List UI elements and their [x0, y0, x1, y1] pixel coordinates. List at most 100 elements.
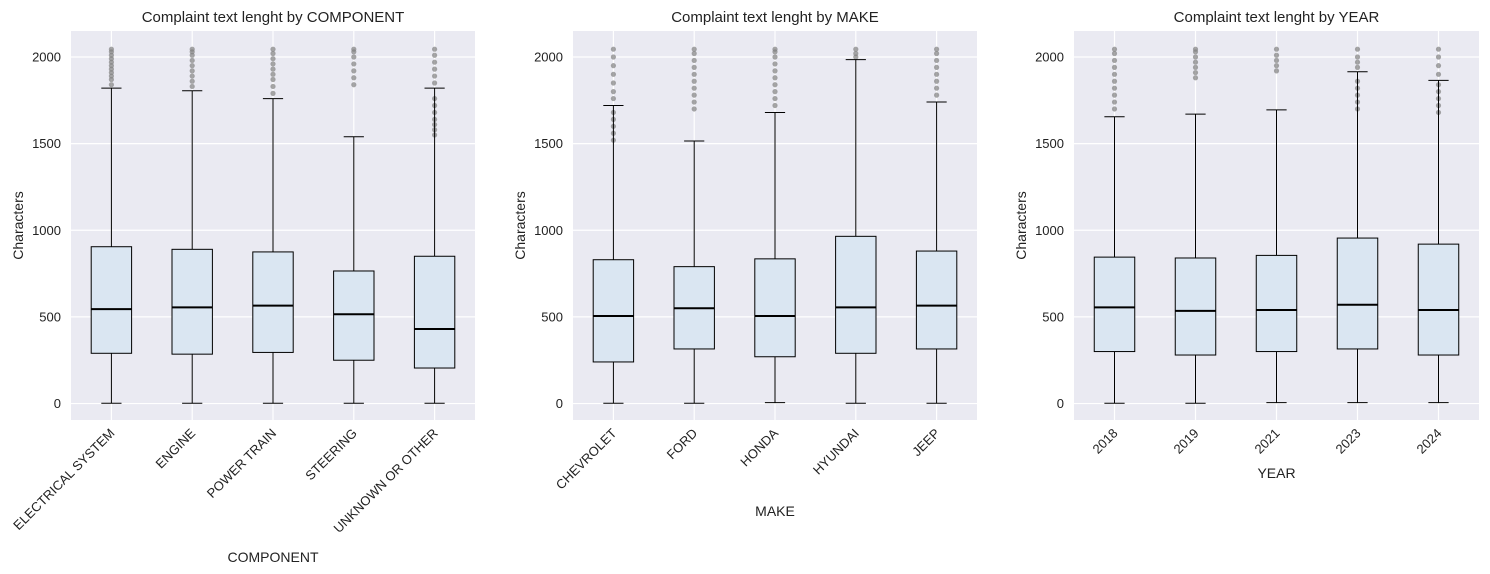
outlier-point	[691, 92, 697, 98]
iqr-box	[915, 250, 958, 350]
outlier-point	[772, 68, 778, 74]
outlier-point	[1192, 64, 1199, 70]
outlier-point	[1111, 57, 1118, 64]
box-unknown-or-other	[413, 46, 456, 404]
y-tick-label: 1000	[32, 223, 61, 238]
x-tick-label: POWER TRAIN	[204, 426, 279, 501]
box-jeep	[915, 46, 958, 404]
y-tick-label: 2000	[534, 49, 563, 64]
box-steering	[333, 46, 375, 404]
outlier-point	[853, 46, 859, 52]
outlier-point	[270, 56, 276, 62]
y-tick-label: 500	[1042, 309, 1064, 324]
outlier-point	[610, 95, 617, 102]
outlier-point	[691, 50, 697, 57]
outlier-point	[270, 61, 276, 67]
x-tick-label: 2018	[1090, 426, 1121, 457]
y-tick-label: 1500	[32, 136, 61, 151]
box-honda	[754, 46, 796, 404]
box-engine	[171, 46, 213, 404]
outlier-point	[351, 61, 357, 67]
x-tick-label: JEEP	[909, 426, 943, 460]
outlier-point	[1111, 50, 1118, 57]
outlier-point	[934, 50, 940, 57]
outlier-point	[691, 78, 697, 84]
iqr-box	[171, 248, 213, 355]
outlier-point	[1354, 46, 1361, 52]
outlier-point	[1273, 57, 1280, 64]
outlier-point	[1354, 54, 1361, 60]
outlier-point	[432, 73, 438, 79]
outlier-point	[1192, 59, 1199, 65]
outlier-point	[432, 80, 438, 86]
x-tick-label: 2019	[1171, 426, 1202, 457]
outlier-point	[1354, 64, 1361, 70]
outlier-point	[189, 68, 195, 74]
y-axis-label: Characters	[512, 191, 528, 259]
outlier-point	[772, 75, 778, 81]
iqr-box	[1093, 256, 1136, 353]
outlier-point	[691, 64, 697, 70]
outlier-point	[1111, 92, 1118, 98]
outlier-point	[1192, 54, 1199, 60]
outlier-point	[772, 54, 778, 60]
outlier-point	[853, 50, 859, 57]
y-tick-label: 500	[541, 309, 563, 324]
chart-title: Complaint text lenght by MAKE	[671, 9, 879, 26]
outlier-point	[108, 82, 114, 88]
outlier-point	[270, 71, 276, 77]
outlier-point	[351, 54, 357, 60]
outlier-point	[934, 92, 940, 98]
outlier-point	[1273, 52, 1280, 58]
outlier-point	[189, 83, 195, 90]
outlier-point	[432, 46, 438, 52]
outlier-point	[189, 78, 195, 84]
outlier-point	[1111, 85, 1118, 91]
iqr-box	[835, 235, 877, 354]
outlier-point	[1435, 71, 1442, 77]
x-tick-label: HYUNDAI	[810, 426, 862, 478]
iqr-box	[333, 270, 375, 361]
y-tick-label: 2000	[1035, 49, 1064, 64]
outlier-point	[1192, 46, 1199, 52]
iqr-box	[1336, 237, 1379, 350]
outlier-point	[270, 66, 276, 72]
outlier-point	[1111, 99, 1118, 105]
outlier-point	[432, 52, 438, 58]
outlier-point	[1273, 63, 1280, 69]
chart-panel-1: 0 500 1000 1500 2000 ELECTRICAL SYSTEM ENGINE P…	[10, 9, 475, 565]
chart-panel-2: 0 500 1000 1500 2000 CHEVROLET FORD HONDA HYUNDA…	[512, 9, 977, 519]
y-tick-label: 0	[1057, 396, 1064, 411]
iqr-box	[1255, 254, 1298, 353]
outlier-point	[1354, 59, 1361, 65]
x-axis-label: MAKE	[755, 503, 795, 519]
y-axis-label: Characters	[10, 191, 26, 259]
outlier-point	[270, 46, 276, 52]
x-tick-label: ELECTRICAL SYSTEM	[10, 426, 117, 533]
outlier-point	[432, 66, 438, 72]
outlier-point	[691, 57, 697, 64]
outlier-point	[1111, 71, 1118, 77]
iqr-box	[90, 246, 133, 354]
x-tick-label: FORD	[664, 426, 701, 463]
outlier-point	[610, 89, 617, 95]
outlier-point	[351, 46, 357, 52]
box-2023	[1336, 46, 1379, 404]
outlier-point	[934, 46, 940, 52]
x-tick-label: CHEVROLET	[553, 425, 620, 492]
y-tick-label: 2000	[32, 49, 61, 64]
iqr-box	[754, 258, 796, 358]
chart-title: Complaint text lenght by YEAR	[1174, 9, 1380, 26]
box-hyundai	[835, 46, 877, 404]
outlier-point	[691, 71, 697, 77]
outlier-point	[691, 106, 697, 112]
iqr-box	[1417, 243, 1460, 356]
outlier-point	[1273, 68, 1280, 74]
outlier-point	[934, 64, 940, 70]
outlier-point	[270, 76, 276, 83]
outlier-point	[772, 89, 778, 95]
outlier-point	[351, 68, 357, 74]
x-axis-label: YEAR	[1257, 465, 1295, 481]
box-2018	[1093, 46, 1136, 404]
